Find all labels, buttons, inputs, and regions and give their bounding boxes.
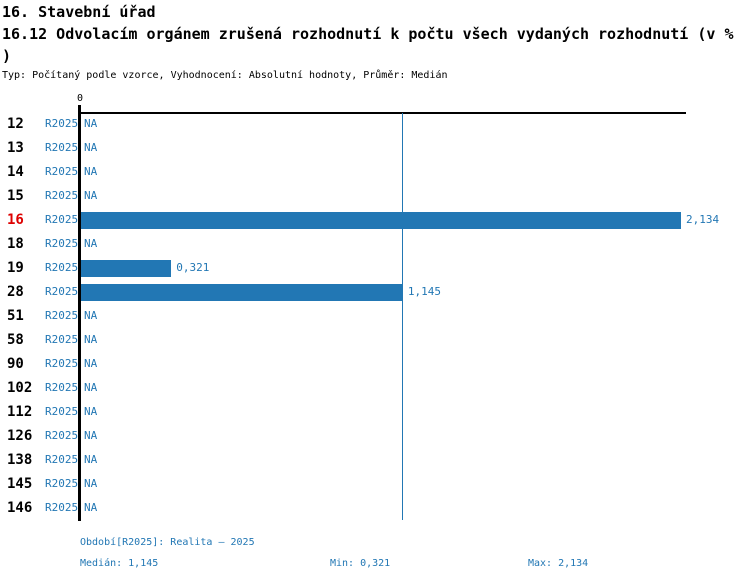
period-label: R2025: [45, 117, 79, 130]
category-label: 18: [7, 236, 24, 252]
chart-row: 112 R2025 NA: [0, 400, 750, 424]
category-label: 138: [7, 452, 33, 468]
chart-row: 90 R2025 NA: [0, 352, 750, 376]
category-label: 102: [7, 380, 33, 396]
chart-row: 12 R2025 NA: [0, 112, 750, 136]
period-label: R2025: [45, 189, 79, 202]
stat-min: Min: 0,321: [330, 558, 391, 569]
chart-row: 145 R2025 NA: [0, 472, 750, 496]
chart-row: 14 R2025 NA: [0, 160, 750, 184]
value-label: 0,321: [176, 261, 210, 274]
chart-row: 15 R2025 NA: [0, 184, 750, 208]
chart-row: 58 R2025 NA: [0, 328, 750, 352]
value-label: NA: [84, 405, 98, 418]
category-label: 16: [7, 212, 24, 228]
value-label: NA: [84, 165, 98, 178]
value-label: NA: [84, 333, 98, 346]
value-label: NA: [84, 117, 98, 130]
y-axis-line: [78, 105, 81, 521]
value-label: NA: [84, 477, 98, 490]
category-label: 28: [7, 284, 24, 300]
category-label: 112: [7, 404, 33, 420]
category-label: 90: [7, 356, 24, 372]
x-axis-zero-label: 0: [76, 93, 84, 104]
bar: [81, 211, 681, 229]
value-label: NA: [84, 141, 98, 154]
period-label: R2025: [45, 381, 79, 394]
chart-row: 102 R2025 NA: [0, 376, 750, 400]
period-label: R2025: [45, 237, 79, 250]
period-legend: Období[R2025]: Realita – 2025: [80, 537, 255, 548]
chart-row: 138 R2025 NA: [0, 448, 750, 472]
chart-row: 16 R2025 2,134: [0, 208, 750, 232]
chart-row: 18 R2025 NA: [0, 232, 750, 256]
category-label: 146: [7, 500, 33, 516]
chart-row: 146 R2025 NA: [0, 496, 750, 520]
period-label: R2025: [45, 285, 79, 298]
category-label: 15: [7, 188, 24, 204]
category-label: 14: [7, 164, 24, 180]
category-label: 13: [7, 140, 24, 156]
value-label: NA: [84, 309, 98, 322]
value-label: NA: [84, 357, 98, 370]
period-label: R2025: [45, 477, 79, 490]
chart-row: 126 R2025 NA: [0, 424, 750, 448]
period-label: R2025: [45, 333, 79, 346]
median-line: [401, 113, 404, 520]
chart-row: 28 R2025 1,145: [0, 280, 750, 304]
category-label: 145: [7, 476, 33, 492]
category-label: 12: [7, 116, 24, 132]
bar: [81, 259, 172, 277]
chart-row: 13 R2025 NA: [0, 136, 750, 160]
period-label: R2025: [45, 501, 79, 514]
period-label: R2025: [45, 165, 79, 178]
page-title: 16. Stavební úřad: [2, 3, 156, 21]
chart-header: 16. Stavební úřad 16.12 Odvolacím orgáne…: [2, 1, 744, 83]
period-label: R2025: [45, 429, 79, 442]
x-axis-line: [78, 112, 686, 114]
value-label: NA: [84, 237, 98, 250]
value-label: 2,134: [685, 213, 720, 226]
period-label: R2025: [45, 405, 79, 418]
value-label: NA: [84, 501, 98, 514]
chart-row: 19 R2025 0,321: [0, 256, 750, 280]
value-label: NA: [84, 189, 98, 202]
chart-subtitle: 16.12 Odvolacím orgánem zrušená rozhodnu…: [2, 25, 743, 65]
period-label: R2025: [45, 141, 79, 154]
period-label: R2025: [45, 453, 79, 466]
stat-max: Max: 2,134: [528, 558, 589, 569]
category-label: 58: [7, 332, 24, 348]
stat-median: Medián: 1,145: [80, 558, 159, 569]
period-label: R2025: [45, 357, 79, 370]
category-label: 51: [7, 308, 24, 324]
period-label: R2025: [45, 309, 79, 322]
chart-meta: Typ: Počítaný podle vzorce, Vyhodnocení:…: [2, 70, 448, 81]
category-label: 126: [7, 428, 33, 444]
period-label: R2025: [45, 261, 79, 274]
value-label: NA: [84, 381, 98, 394]
value-label: NA: [84, 429, 98, 442]
bar-chart: 12 R2025 NA 13 R2025 NA 14 R2025 NA 15 R2025 NA 16 R2…: [0, 112, 750, 520]
category-label: 19: [7, 260, 24, 276]
value-label: 1,145: [407, 285, 442, 298]
period-label: R2025: [45, 213, 79, 226]
bar: [81, 283, 403, 301]
value-label: NA: [84, 453, 98, 466]
chart-row: 51 R2025 NA: [0, 304, 750, 328]
